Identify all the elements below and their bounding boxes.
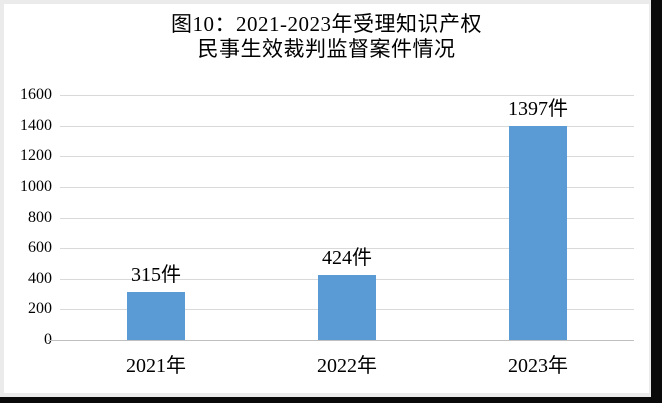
y-axis-label: 400: [28, 270, 52, 287]
x-axis-line: [48, 340, 634, 341]
chart-title-line-2: 民事生效裁判监督案件情况: [197, 37, 456, 61]
chart-card: 图10：2021-2023年受理知识产权 民事生效裁判监督案件情况 0 200 40…: [0, 0, 651, 397]
chart-title-line-1: 图10：2021-2023年受理知识产权: [171, 12, 482, 36]
y-axis-label: 200: [28, 300, 52, 317]
gridline-1400: [60, 126, 634, 127]
gridline-800: [60, 218, 634, 219]
x-axis-label: 2022年: [317, 355, 377, 377]
y-axis-label: 1000: [20, 178, 52, 195]
bar-2023年: [509, 126, 567, 340]
bar-value-label: 1397件: [508, 98, 568, 120]
bar-2022年: [318, 275, 376, 340]
bar-value-label: 315件: [131, 264, 181, 286]
chart-title: 图10：2021-2023年受理知识产权 民事生效裁判监督案件情况: [4, 12, 649, 62]
bar-value-label: 424件: [322, 247, 372, 269]
y-axis-label: 1600: [20, 86, 52, 103]
y-axis-label: 1200: [20, 147, 52, 164]
gridline-1200: [60, 156, 634, 157]
y-axis-label: 600: [28, 239, 52, 256]
x-axis-label: 2023年: [508, 355, 568, 377]
y-axis-label: 1400: [20, 117, 52, 134]
chart-area: 0 200 400 600 800 1000 1200 1400 1600 315件 2021年 42…: [4, 4, 649, 393]
y-axis-label: 0: [4, 330, 52, 350]
y-axis-label: 800: [28, 209, 52, 226]
gridline-1000: [60, 187, 634, 188]
gridline-600: [60, 248, 634, 249]
gridline-1600: [60, 95, 634, 96]
bar-2021年: [127, 292, 185, 340]
x-axis-label: 2021年: [126, 355, 186, 377]
